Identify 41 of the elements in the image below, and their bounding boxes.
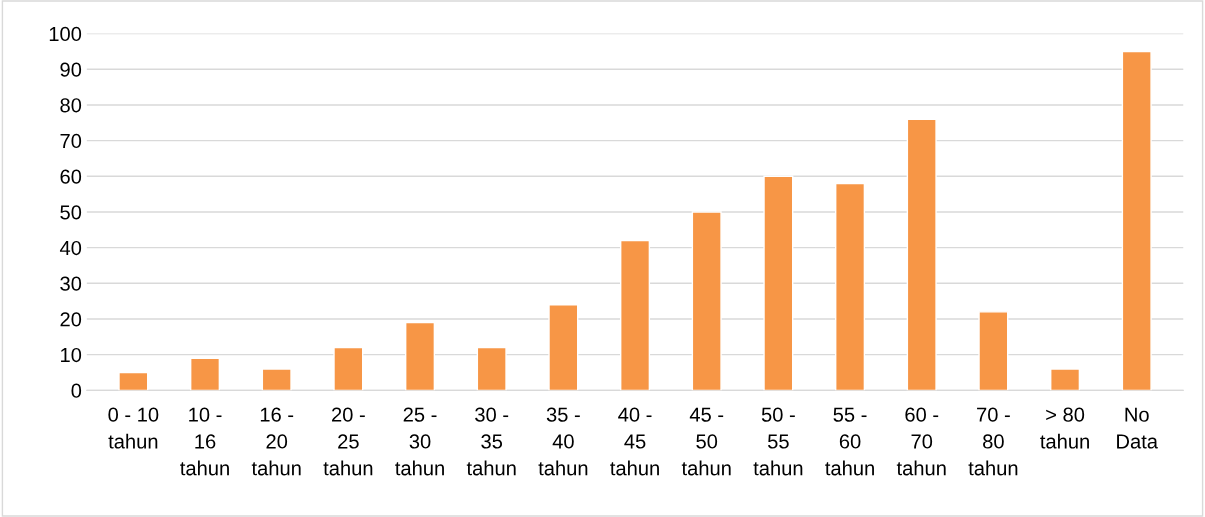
x-tick-label: No Data bbox=[1117, 407, 1158, 449]
y-tick-label: 90 bbox=[60, 62, 82, 77]
bar bbox=[118, 371, 149, 391]
y-tick-label: 30 bbox=[60, 276, 82, 291]
x-tick-label: 50 - 55 tahun bbox=[753, 407, 803, 476]
bar bbox=[835, 182, 866, 391]
bar bbox=[261, 368, 292, 391]
bar bbox=[906, 118, 937, 391]
y-tick-label: 70 bbox=[60, 133, 82, 149]
x-tick-label: 35 - 40 tahun bbox=[538, 407, 588, 476]
x-tick-label: 10 - 16 tahun bbox=[180, 407, 229, 476]
y-tick-label: 10 bbox=[61, 347, 82, 363]
x-tick-label: > 80 tahun bbox=[1040, 407, 1089, 449]
x-tick-label: 70 - 80 tahun bbox=[968, 407, 1018, 476]
x-tick-label: 20 - 25 tahun bbox=[323, 407, 373, 476]
bar bbox=[476, 346, 507, 391]
bar bbox=[189, 357, 221, 391]
x-tick-label: 25 - 30 tahun bbox=[395, 407, 444, 476]
bar bbox=[620, 239, 651, 391]
bar bbox=[333, 346, 364, 391]
bar bbox=[691, 211, 722, 391]
x-tick-label: 0 - 10 tahun bbox=[108, 407, 159, 449]
y-tick-label: 40 bbox=[59, 240, 82, 256]
bar bbox=[548, 304, 579, 391]
bar bbox=[763, 175, 794, 391]
y-tick-label: 0 bbox=[71, 383, 82, 398]
y-tick-label: 60 bbox=[60, 169, 82, 184]
y-tick-label: 20 bbox=[60, 312, 82, 327]
bar bbox=[404, 321, 436, 391]
y-tick-label: 100 bbox=[49, 26, 82, 42]
x-tick-label: 30 - 35 tahun bbox=[466, 407, 516, 476]
bar bbox=[1121, 50, 1152, 391]
bar bbox=[1050, 368, 1081, 391]
x-tick-label: 16 - 20 tahun bbox=[251, 407, 301, 476]
x-tick-label: 45 - 50 tahun bbox=[681, 407, 731, 476]
y-tick-label: 50 bbox=[60, 205, 82, 220]
bar bbox=[978, 311, 1009, 391]
x-tick-label: 55 - 60 tahun bbox=[825, 407, 874, 476]
y-tick-label: 80 bbox=[60, 98, 82, 113]
x-tick-label: 60 - 70 tahun bbox=[896, 407, 946, 476]
x-tick-label: 40 - 45 tahun bbox=[610, 407, 659, 476]
